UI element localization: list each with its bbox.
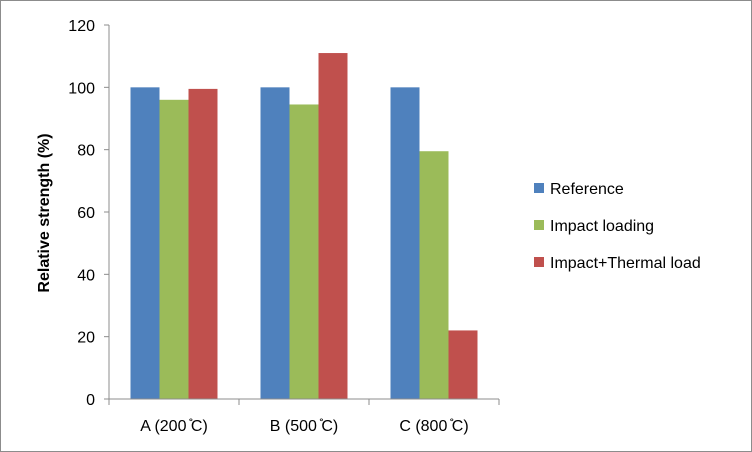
legend-label: Reference: [550, 181, 624, 198]
x-axis-ticks: A (200 ̊C) B (500 ̊C) C (800 ̊C): [108, 399, 500, 435]
y-tick-label: 80: [77, 143, 95, 160]
bar-impact-loading-2: [289, 104, 319, 399]
legend: Reference Impact loading Impact+Thermal lo…: [534, 181, 701, 272]
legend-label: Impact loading: [550, 218, 654, 235]
y-tick-label: 120: [68, 18, 95, 35]
y-axis-title: Relative strength (%): [36, 133, 53, 292]
y-tick-label: 100: [68, 80, 95, 97]
legend-swatch: [534, 257, 544, 267]
bar-reference-1: [130, 87, 160, 399]
bar-impact-loading-1: [159, 99, 189, 400]
x-category-label: A (200 ̊C): [140, 418, 208, 435]
bar-reference-3: [390, 87, 420, 399]
y-axis-ticks: 0 20 40 60 80 100 120: [68, 18, 109, 409]
bars-layer: [130, 53, 478, 400]
x-category-label: C (800 ̊C): [399, 418, 468, 435]
y-tick-label: 60: [77, 205, 95, 222]
y-tick-label: 40: [77, 267, 95, 284]
y-tick-label: 0: [86, 392, 95, 409]
x-category-label: B (500 ̊C): [270, 418, 338, 435]
y-tick-label: 20: [77, 330, 95, 347]
bar-impact-thermal-load-3: [448, 330, 478, 399]
bar-impact-thermal-load-2: [318, 53, 348, 400]
bar-impact-loading-3: [419, 151, 449, 399]
legend-label: Impact+Thermal load: [550, 255, 701, 272]
legend-swatch: [534, 220, 544, 230]
legend-swatch: [534, 183, 544, 193]
bar-impact-thermal-load-1: [188, 88, 218, 400]
bar-reference-2: [260, 87, 290, 399]
